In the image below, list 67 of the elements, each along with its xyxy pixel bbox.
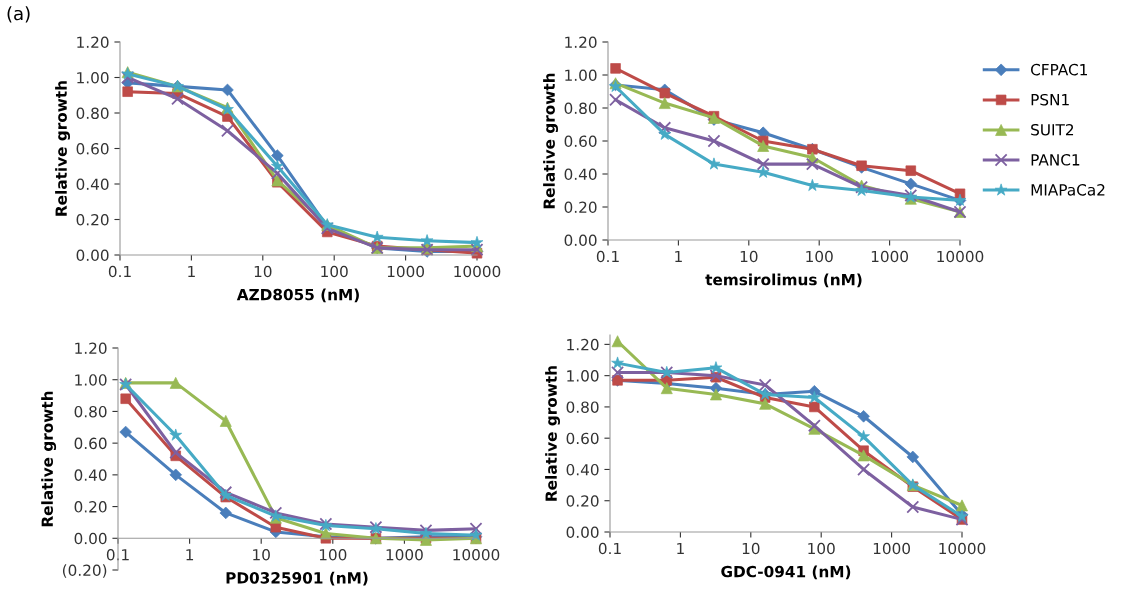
x-tick-label: 10000 — [453, 548, 500, 561]
y-tick-label: 0.00 — [566, 526, 599, 539]
y-tick-label: 0.40 — [76, 178, 109, 191]
y-tick-label: 0.80 — [74, 405, 107, 418]
y-tick-label: 0.80 — [564, 102, 597, 115]
x-tick-label: 10000 — [939, 542, 986, 555]
x-tick-label: 10 — [254, 265, 272, 278]
y-tick-label: 0.00 — [76, 249, 109, 262]
x-tick-label: 10000 — [937, 250, 984, 263]
y-axis-title: Relative growth — [545, 366, 561, 501]
y-tick-label: 0.60 — [564, 135, 597, 148]
x-tick-label: 100 — [806, 250, 833, 263]
x-tick-label: 1000 — [387, 265, 425, 278]
y-tick-label: 1.20 — [77, 36, 109, 49]
x-tick-label: 100 — [319, 548, 347, 561]
x-tick-label: 100 — [321, 265, 348, 278]
x-tick-label: 1 — [188, 265, 195, 278]
y-tick-label: 1.00 — [567, 370, 599, 382]
y-axis-title: Relative growth — [543, 73, 559, 209]
y-tick-label: 0.80 — [566, 401, 599, 413]
x-tick-label: 1 — [186, 549, 194, 561]
x-tick-label: 1000 — [873, 542, 911, 555]
x-tick-label: 0.1 — [108, 265, 131, 278]
y-tick-label: (0.20) — [62, 564, 107, 578]
x-axis-title: AZD8055 (nM) — [236, 288, 359, 303]
x-tick-label: 0.1 — [598, 542, 621, 555]
y-tick-label: 0.60 — [566, 432, 599, 445]
legend-label: PANC1 — [1031, 154, 1080, 166]
x-tick-label: 0.1 — [596, 250, 619, 263]
x-tick-label: 1000 — [386, 548, 423, 561]
y-tick-label: 0.60 — [74, 437, 107, 450]
x-tick-label: 1000 — [871, 250, 909, 263]
x-axis-title: temsirolimus (nM) — [705, 273, 862, 288]
y-tick-label: 0.00 — [564, 234, 597, 247]
y-tick-label: 1.20 — [75, 342, 107, 355]
x-tick-label: 100 — [808, 542, 835, 555]
y-tick-label: 0.00 — [74, 532, 107, 545]
x-tick-label: 0.1 — [106, 548, 129, 561]
x-tick-label: 10 — [253, 548, 270, 561]
y-tick-label: 1.00 — [75, 374, 107, 386]
legend-label: MIAPaCa2 — [1031, 184, 1105, 196]
y-tick-label: 0.20 — [74, 501, 107, 513]
x-tick-label: 10 — [740, 250, 758, 263]
x-tick-label: 1 — [677, 542, 684, 555]
y-axis-title: Relative growth — [55, 81, 71, 216]
text: (a) — [7, 6, 30, 23]
x-axis-title: GDC-0941 (nM) — [721, 565, 851, 580]
y-tick-label: 1.20 — [567, 338, 599, 351]
y-tick-label: 0.20 — [566, 495, 599, 507]
y-axis-title: Relative growth — [41, 391, 57, 527]
y-tick-label: 0.40 — [566, 463, 599, 476]
x-axis-title: PD0325901 (nM) — [226, 571, 368, 586]
y-tick-label: 0.20 — [76, 213, 109, 226]
y-tick-label: 0.40 — [74, 469, 107, 481]
y-tick-label: 1.00 — [77, 71, 109, 84]
x-tick-label: 10 — [742, 542, 760, 555]
x-tick-label: 10000 — [454, 265, 501, 278]
y-tick-label: 1.20 — [565, 36, 597, 49]
legend-label: PSN1 — [1031, 93, 1069, 106]
y-tick-label: 1.00 — [565, 69, 597, 82]
legend-label: SUIT2 — [1031, 123, 1074, 136]
y-tick-label: 0.60 — [76, 142, 109, 155]
x-tick-label: 1 — [675, 250, 682, 263]
y-tick-label: 0.40 — [564, 168, 597, 181]
legend-label: CFPAC1 — [1031, 63, 1087, 76]
y-tick-label: 0.20 — [564, 201, 597, 214]
y-tick-label: 0.80 — [76, 107, 109, 120]
